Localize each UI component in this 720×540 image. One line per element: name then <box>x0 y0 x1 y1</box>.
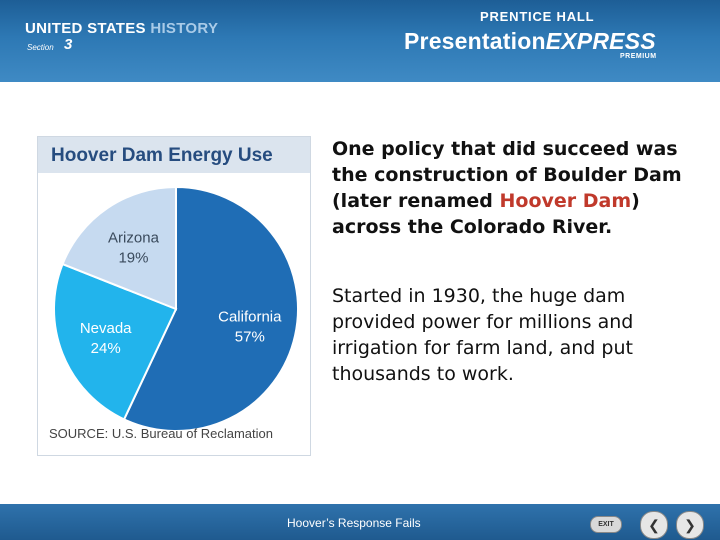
product-part2: EXPRESS <box>545 28 656 54</box>
pie-value-arizona: 19% <box>118 249 148 266</box>
previous-button[interactable]: ❮ <box>640 511 668 539</box>
header-banner: UNITED STATES HISTORY Section 3 PRENTICE… <box>0 0 720 82</box>
pie-label-arizona: Arizona <box>108 229 160 246</box>
pie-slice-nevada <box>53 262 178 421</box>
footer-section-title: Hoover’s Response Fails <box>287 516 421 530</box>
chevron-right-icon: ❯ <box>684 517 696 533</box>
chart-title: Hoover Dam Energy Use <box>51 145 273 166</box>
para1-text-before: One policy that did succeed was the cons… <box>332 138 682 212</box>
exit-button[interactable]: EXIT <box>590 516 622 533</box>
brand-part2: HISTORY <box>150 20 219 37</box>
product-logo: PresentationEXPRESS <box>404 28 656 55</box>
pie-slice-arizona <box>61 185 177 311</box>
publisher-name: PRENTICE HALL <box>480 9 595 24</box>
chart-panel: Hoover Dam Energy Use California 57% Nevad… <box>37 136 311 456</box>
section-label: Section <box>27 43 54 52</box>
chevron-left-icon: ❮ <box>648 517 660 533</box>
section-number: 3 <box>64 36 73 53</box>
para1-highlight: Hoover Dam <box>499 190 632 212</box>
pie-label-nevada: Nevada <box>80 320 132 337</box>
pie-label-california: California <box>218 309 282 326</box>
pie-slice-california <box>122 185 299 432</box>
product-tier: PREMIUM <box>620 53 657 60</box>
detail-paragraph: Started in 1930, the huge dam provided p… <box>332 285 634 385</box>
product-part1: Presentation <box>404 28 546 54</box>
footer-bar: Hoover’s Response Fails EXIT ❮ ❯ <box>0 504 720 540</box>
chart-source: SOURCE: U.S. Bureau of Reclamation <box>49 426 273 441</box>
para1-text-after: ) across the Colorado River. <box>332 190 640 238</box>
main-paragraph: One policy that did succeed was the cons… <box>332 136 702 240</box>
pie-value-california: 57% <box>235 329 265 346</box>
brand-logo: UNITED STATES HISTORY <box>25 20 218 37</box>
chart-title-bar: Hoover Dam Energy Use <box>38 137 310 173</box>
next-button[interactable]: ❯ <box>676 511 704 539</box>
pie-chart: California 57% Nevada 24% Arizona 19% <box>53 185 299 432</box>
brand-part1: UNITED STATES <box>25 20 146 37</box>
pie-value-nevada: 24% <box>91 340 121 357</box>
